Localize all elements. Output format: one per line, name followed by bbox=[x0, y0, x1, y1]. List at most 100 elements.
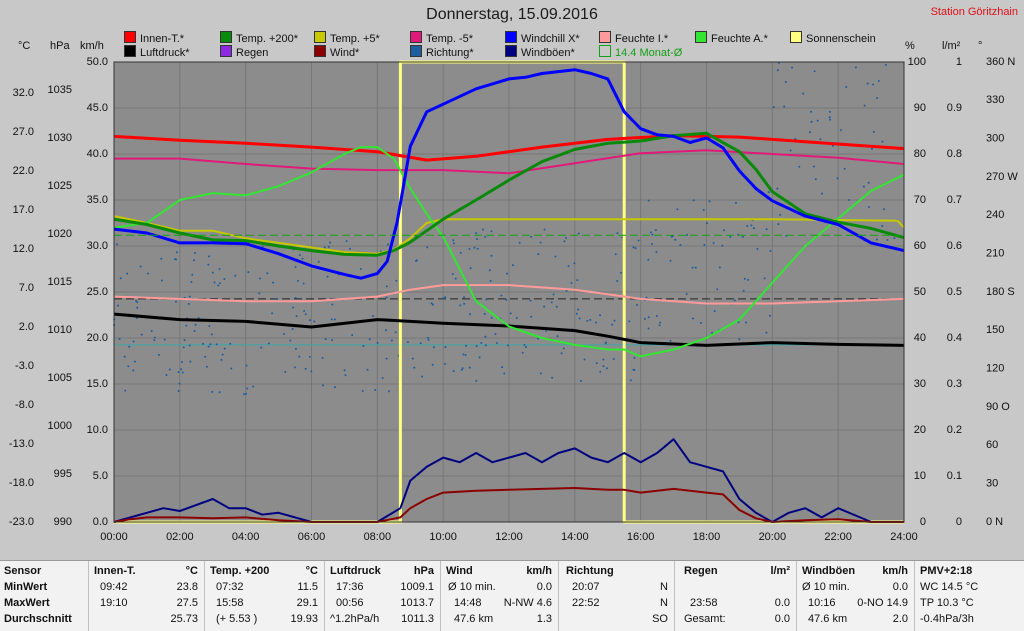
stats-wind-max-time: 14:48 bbox=[454, 597, 482, 609]
plot-frame bbox=[113, 61, 905, 523]
stats-boeen-header: Windböen bbox=[802, 565, 856, 577]
direction-point bbox=[645, 296, 648, 299]
stats-richtung: Richtung 20:07 N 22:52 N SO bbox=[562, 561, 672, 631]
direction-point bbox=[476, 247, 479, 250]
temp-tick-label: 7.0 bbox=[19, 282, 34, 294]
stats-wind-unit: km/h bbox=[526, 565, 552, 577]
direction-point bbox=[669, 259, 672, 262]
direction-point bbox=[848, 198, 851, 201]
direction-point bbox=[752, 227, 755, 230]
direction-point bbox=[345, 240, 348, 243]
direction-point bbox=[616, 232, 619, 235]
stats-regen-max-time: 23:58 bbox=[690, 597, 718, 609]
direction-point bbox=[776, 187, 779, 190]
direction-point bbox=[175, 251, 178, 254]
direction-point bbox=[711, 331, 714, 334]
temp-tick-label: -8.0 bbox=[15, 399, 34, 411]
direction-point bbox=[669, 339, 672, 342]
stats-boeen-min-time: Ø 10 min. bbox=[802, 581, 850, 593]
direction-point bbox=[737, 321, 740, 324]
direction-point bbox=[124, 389, 127, 392]
direction-point bbox=[632, 246, 635, 249]
stats-druck-avg-extra: ^1.2hPa/h bbox=[330, 613, 380, 625]
direction-point bbox=[633, 369, 636, 372]
legend-label: Temp. +200* bbox=[236, 33, 299, 45]
direction-point bbox=[831, 144, 834, 147]
direction-point bbox=[655, 250, 658, 253]
stats-regen-total: 0.0 bbox=[774, 613, 790, 625]
humidity-tick-label: 40 bbox=[914, 332, 926, 344]
direction-points bbox=[113, 61, 899, 396]
stats-boeen-avg-extra: 47.6 km bbox=[808, 613, 848, 625]
direction-tick-label: 90 O bbox=[986, 401, 1010, 413]
direction-point bbox=[178, 382, 181, 385]
direction-point bbox=[634, 247, 637, 250]
stats-regen-max-value: 0.0 bbox=[774, 597, 790, 609]
direction-point bbox=[431, 303, 434, 306]
direction-point bbox=[442, 297, 445, 300]
direction-point bbox=[876, 97, 879, 100]
direction-point bbox=[208, 325, 211, 328]
direction-point bbox=[586, 319, 589, 322]
direction-point bbox=[207, 263, 210, 266]
stats-wind-avg: 1.3 bbox=[536, 613, 552, 625]
series-line-innen-t bbox=[113, 134, 905, 162]
direction-point bbox=[599, 370, 602, 373]
legend-item: Wind* bbox=[314, 45, 359, 59]
direction-point bbox=[127, 365, 130, 368]
direction-point bbox=[190, 281, 193, 284]
legend-label: Sonnenschein bbox=[806, 33, 876, 45]
direction-point bbox=[765, 228, 768, 231]
direction-point bbox=[444, 362, 447, 365]
x-tick-label: 08:00 bbox=[364, 531, 392, 543]
direction-point bbox=[738, 338, 741, 341]
row-label-max: MaxWert bbox=[4, 597, 50, 609]
direction-point bbox=[192, 259, 195, 262]
axis-tick-labels: 00:00 02:00 04:00 06:00 08:00 10:00 12:00 14:00… bbox=[9, 56, 1018, 543]
unit-percent: % bbox=[905, 40, 915, 52]
wind-tick-label: 20.0 bbox=[87, 332, 108, 344]
humidity-tick-label: 30 bbox=[914, 378, 926, 390]
direction-point bbox=[530, 235, 533, 238]
direction-point bbox=[863, 104, 866, 107]
legend-label: Temp. -5* bbox=[426, 33, 474, 45]
stats-pmv-wc: WC 14.5 °C bbox=[920, 581, 979, 593]
stats-regen-header: Regen bbox=[684, 565, 718, 577]
direction-point bbox=[575, 312, 578, 315]
direction-point bbox=[459, 251, 462, 254]
series-line-wind bbox=[113, 487, 904, 523]
legend-item: Innen-T.* bbox=[124, 31, 184, 45]
direction-point bbox=[819, 138, 822, 141]
direction-point bbox=[217, 284, 220, 287]
stats-wind: Wind km/h Ø 10 min. 0.0 14:48 N-NW 4.6 4… bbox=[444, 561, 556, 631]
direction-point bbox=[160, 279, 163, 282]
x-tick-label: 20:00 bbox=[759, 531, 787, 543]
direction-point bbox=[202, 342, 205, 345]
direction-point bbox=[245, 364, 248, 367]
stats-pmv-header: PMV+2:18 bbox=[920, 565, 973, 577]
legend-item: Feuchte A.* bbox=[695, 31, 768, 45]
direction-point bbox=[427, 338, 430, 341]
direction-point bbox=[484, 335, 487, 338]
stats-temp-max-time: 15:58 bbox=[216, 597, 244, 609]
direction-tick-label: 30 bbox=[986, 478, 998, 490]
legend-swatch bbox=[410, 31, 422, 43]
wind-tick-label: 30.0 bbox=[87, 240, 108, 252]
direction-point bbox=[117, 304, 120, 307]
x-tick-label: 00:00 bbox=[100, 531, 128, 543]
direction-point bbox=[702, 208, 705, 211]
direction-point bbox=[302, 282, 305, 285]
direction-point bbox=[529, 299, 532, 302]
direction-point bbox=[461, 367, 464, 370]
direction-point bbox=[602, 358, 605, 361]
direction-point bbox=[518, 241, 521, 244]
direction-point bbox=[330, 318, 333, 321]
direction-point bbox=[261, 245, 264, 248]
pressure-tick-label: 1025 bbox=[48, 180, 72, 192]
pressure-tick-label: 1010 bbox=[48, 324, 72, 336]
direction-point bbox=[613, 319, 616, 322]
direction-point bbox=[595, 362, 598, 365]
stats-temp: Temp. +200 °C 07:32 11.5 15:58 29.1 (+ 5… bbox=[208, 561, 322, 631]
direction-point bbox=[743, 277, 746, 280]
direction-point bbox=[406, 341, 409, 344]
